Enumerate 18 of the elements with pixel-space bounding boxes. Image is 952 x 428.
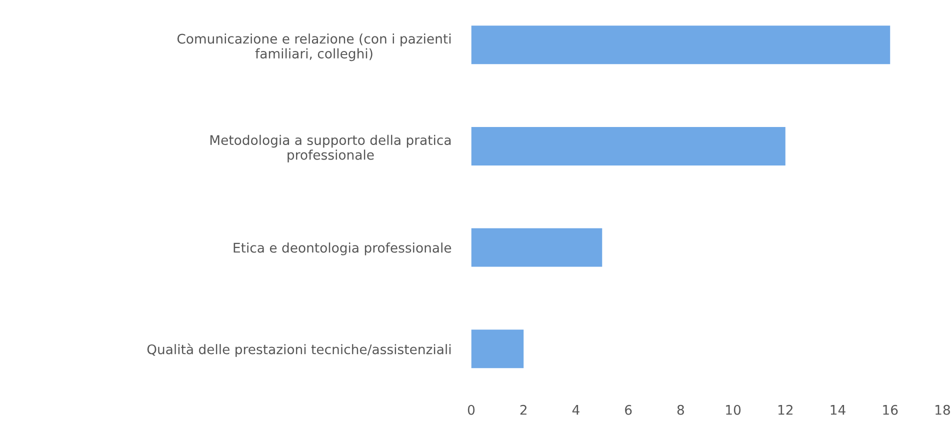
x-tick-label: 10 — [726, 404, 741, 415]
x-tick-label: 0 — [468, 404, 475, 415]
x-tick-label: 14 — [830, 405, 846, 415]
x-tick-label: 2 — [520, 404, 526, 415]
x-tick-label: 16 — [883, 404, 898, 415]
x-tick-label: 6 — [625, 404, 632, 415]
bar — [471, 330, 524, 368]
y-tick-label: Etica e deontologia professionale — [234, 242, 452, 256]
bar — [471, 26, 890, 64]
x-tick-label: 18 — [936, 404, 950, 415]
x-tick-label: 4 — [572, 405, 580, 415]
x-tick-label: 12 — [778, 404, 792, 415]
y-tick-label: Metodologia a supporto della pratica professionale — [210, 134, 451, 162]
y-tick-label: Qualità delle prestazioni tecniche/assistenziali — [147, 344, 451, 357]
bar — [471, 126, 786, 166]
y-tick-label: Comunicazione e relazione (con i pazienti familiari, colleghi) — [177, 34, 451, 62]
bar — [471, 228, 602, 267]
x-tick-label: 8 — [677, 404, 684, 415]
